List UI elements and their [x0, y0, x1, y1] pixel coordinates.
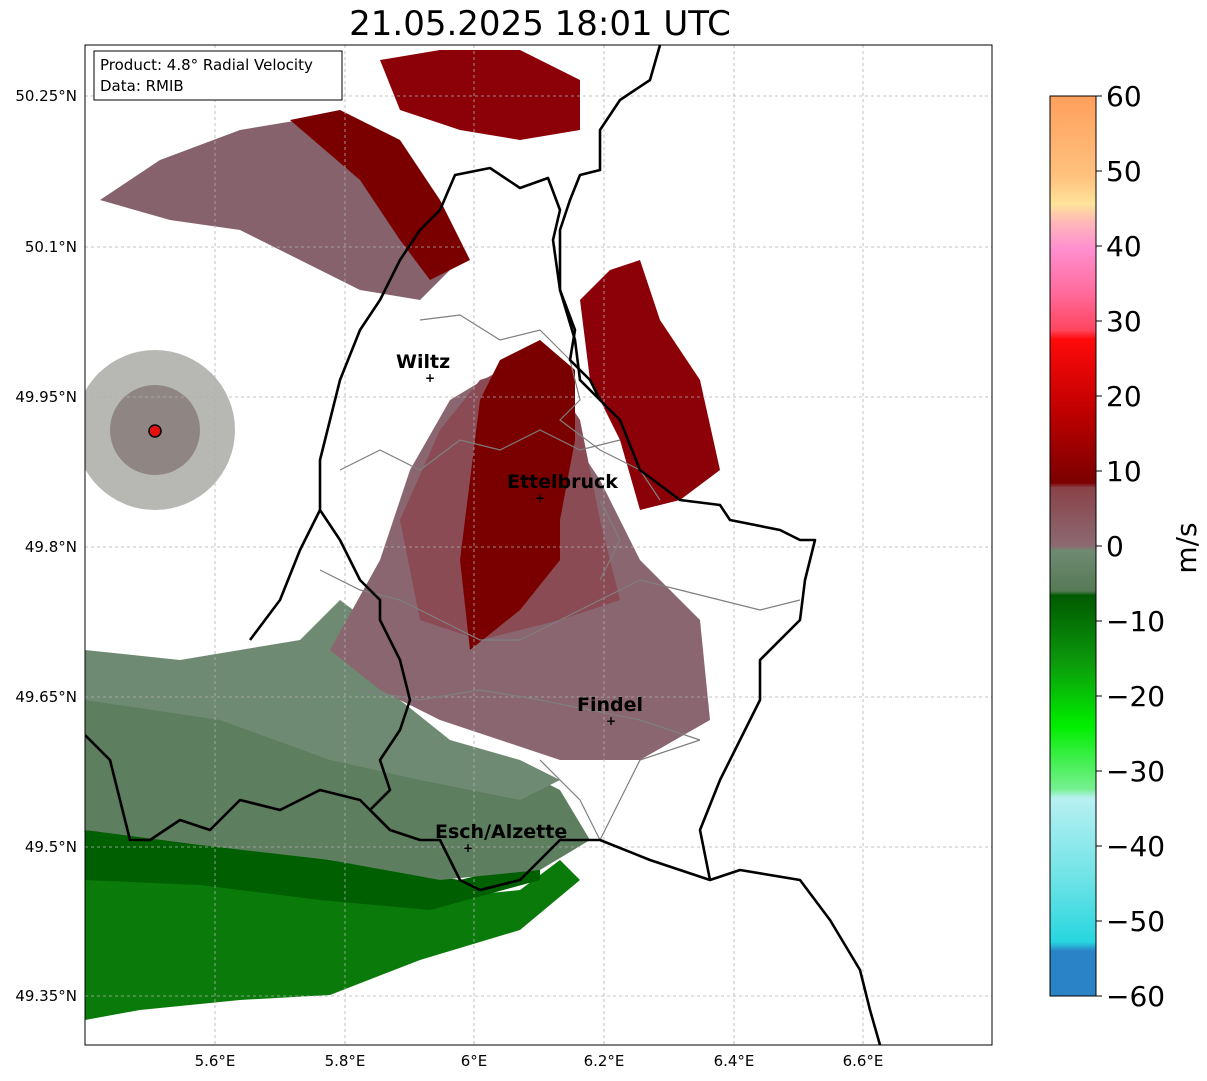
city-marker-findel: +	[606, 714, 616, 728]
colorbar: 60 50 40 30 20 10 0 −10 −20 −30 −40 −50 …	[1049, 80, 1203, 1013]
y-tick-label: 50.25°N	[15, 87, 77, 105]
colorbar-tick-label: 0	[1106, 530, 1124, 563]
echo-red-east	[580, 260, 720, 510]
city-marker-wiltz: +	[425, 371, 435, 385]
echo-red-core	[460, 340, 575, 650]
canton-boundaries	[319, 314, 801, 842]
echo-north-arc-red	[290, 110, 470, 280]
colorbar-scale	[1049, 95, 1097, 997]
colorbar-tick-label: 20	[1106, 380, 1142, 413]
radar-data-layer: Wiltz + Ettelbruck + Findel + Esch/Alzet…	[85, 45, 992, 1045]
colorbar-tick-label: 30	[1106, 305, 1142, 338]
echo-green-strong	[85, 850, 580, 1020]
y-axis-ticks: 50.25°N 50.1°N 49.95°N 49.8°N 49.65°N 49…	[15, 87, 77, 1005]
x-axis-ticks: 5.6°E 5.8°E 6°E 6.2°E 6.4°E 6.6°E	[195, 1052, 884, 1070]
x-tick-label: 6.4°E	[714, 1052, 755, 1070]
city-label-ettelbruck: Ettelbruck	[507, 471, 618, 493]
colorbar-tick-label: −40	[1106, 830, 1165, 863]
colorbar-tick-label: −50	[1106, 905, 1165, 938]
x-tick-label: 6.2°E	[584, 1052, 625, 1070]
x-tick-label: 5.6°E	[195, 1052, 236, 1070]
radar-site-marker	[148, 424, 162, 438]
luxembourg-border	[318, 166, 817, 892]
colorbar-tick-label: −60	[1106, 980, 1165, 1013]
colorbar-tick-label: 10	[1106, 455, 1142, 488]
y-tick-label: 49.35°N	[15, 987, 77, 1005]
belgium-west-border	[248, 509, 322, 641]
y-tick-label: 49.95°N	[15, 388, 77, 406]
y-tick-label: 49.65°N	[15, 688, 77, 706]
france-border	[85, 734, 391, 842]
info-box: Product: 4.8° Radial Velocity Data: RMIB	[93, 50, 343, 101]
colorbar-tick-label: −20	[1106, 680, 1165, 713]
y-tick-label: 50.1°N	[25, 238, 77, 256]
y-tick-label: 49.8°N	[25, 538, 77, 556]
colorbar-tick-label: −30	[1106, 755, 1165, 788]
echo-green-dark	[85, 830, 540, 910]
colorbar-tick-marks	[1096, 95, 1102, 997]
city-marker-ettelbruck: +	[535, 491, 545, 505]
city-label-findel: Findel	[577, 694, 643, 716]
colorbar-tick-label: −10	[1106, 605, 1165, 638]
map-gridlines	[85, 45, 992, 1045]
colorbar-tick-label: 50	[1106, 155, 1142, 188]
echo-north-red-top	[380, 50, 580, 140]
info-product: Product: 4.8° Radial Velocity	[100, 56, 313, 74]
map-title: 21.05.2025 18:01 UTC	[349, 4, 731, 44]
colorbar-tick-label: 40	[1106, 230, 1142, 263]
x-tick-label: 6.6°E	[843, 1052, 884, 1070]
x-tick-label: 5.8°E	[325, 1052, 366, 1070]
city-markers: Wiltz + Ettelbruck + Findel + Esch/Alzet…	[396, 351, 643, 855]
echo-gray-green-light	[85, 600, 560, 800]
germany-border	[558, 45, 882, 1045]
x-tick-label: 6°E	[461, 1052, 488, 1070]
map-frame	[84, 44, 993, 1046]
city-marker-esch: +	[463, 841, 473, 855]
country-borders	[85, 45, 882, 1045]
colorbar-ticks: 60 50 40 30 20 10 0 −10 −20 −30 −40 −50 …	[1106, 80, 1165, 1013]
y-tick-label: 49.5°N	[25, 838, 77, 856]
colorbar-tick-label: 60	[1106, 80, 1142, 113]
info-data: Data: RMIB	[100, 77, 184, 95]
city-label-wiltz: Wiltz	[396, 351, 450, 373]
colorbar-label: m/s	[1170, 522, 1203, 573]
city-label-esch: Esch/Alzette	[435, 821, 567, 843]
